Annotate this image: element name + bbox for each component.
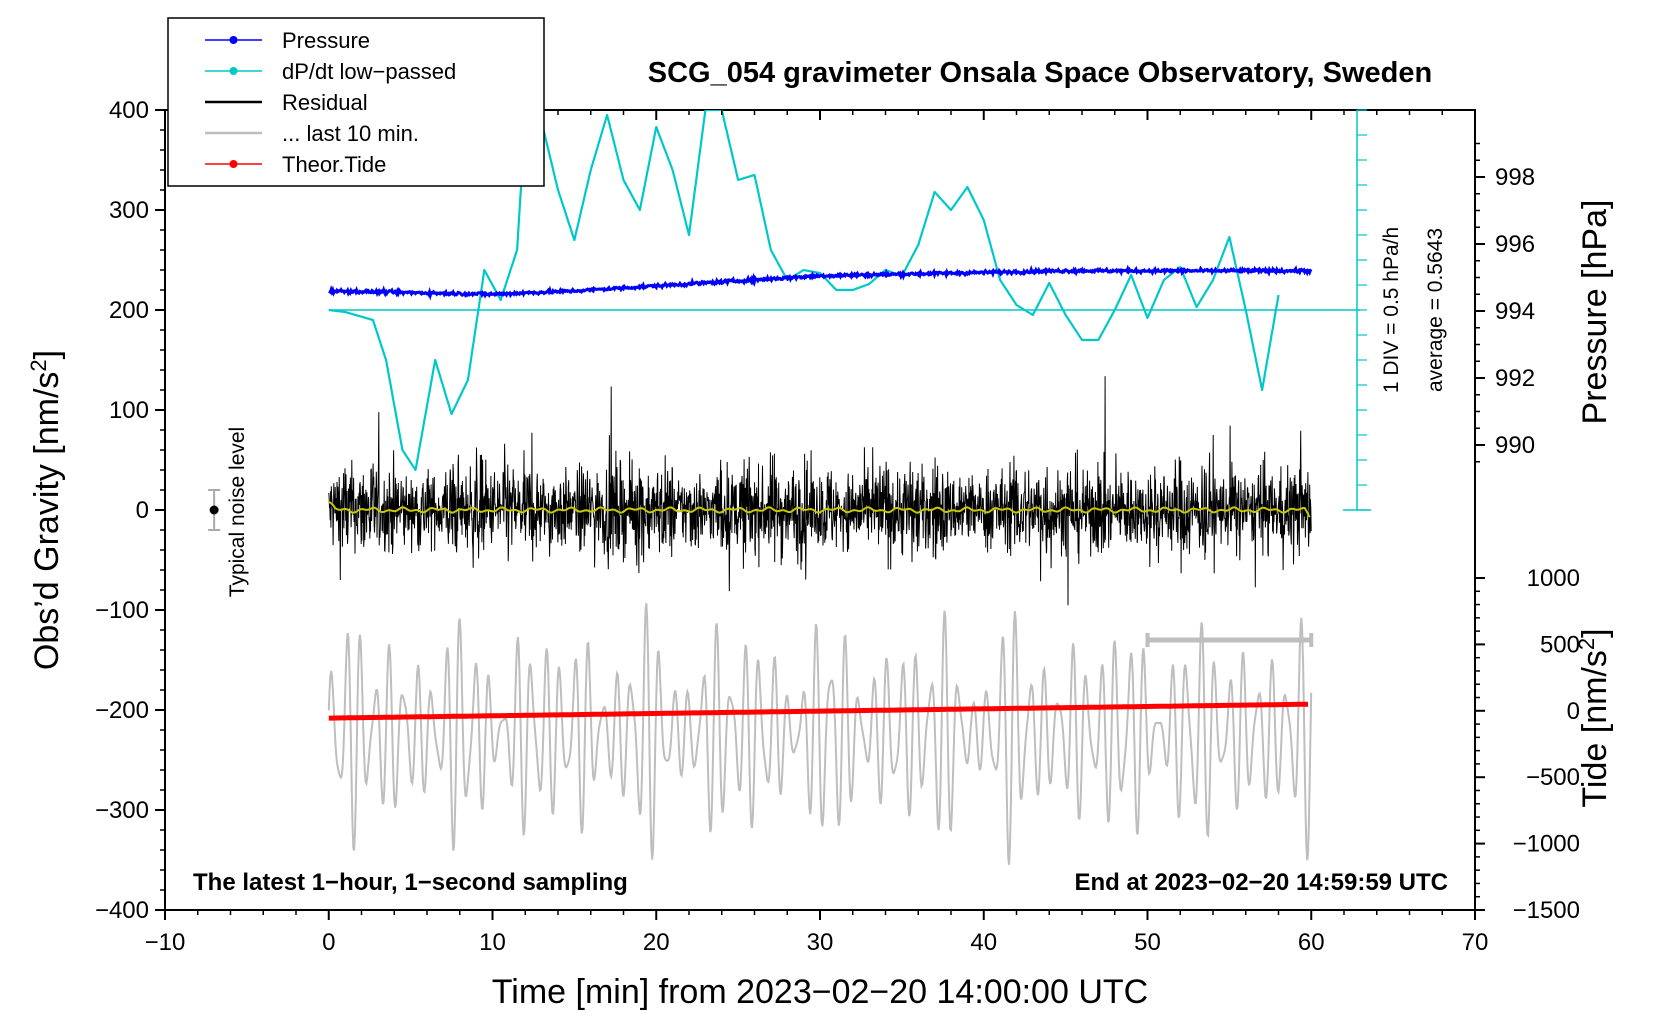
tide-layer (328, 701, 1309, 721)
y-axis-tide-title-sup: 2 (1574, 638, 1599, 650)
tide-tick-label-1: 500 (1540, 631, 1580, 658)
y-axis-pressure-title: Pressure [hPa] (1576, 200, 1614, 425)
y-tick-label-2: 200 (109, 297, 149, 324)
y-tick-label-4: 0 (136, 497, 149, 524)
legend-label-1: dP/dt low−passed (282, 59, 456, 84)
x-tick-label-4: 30 (807, 929, 834, 956)
x-tick-label-2: 10 (479, 929, 506, 956)
legend-label-0: Pressure (282, 28, 370, 53)
dpdt-trace (328, 110, 1280, 472)
residual-layer (328, 376, 1312, 606)
tide-tick-label-0: 1000 (1527, 565, 1580, 592)
pressure-tick-label-0: 998 (1495, 164, 1535, 191)
y-axis-gravity-title-main: Obs’d Gravity [nm/s (28, 372, 66, 671)
legend-marker-4 (229, 160, 238, 168)
y-axis-tide-title-main: Tide [nm/s (1576, 650, 1614, 807)
y-tick-label-3: 100 (109, 397, 149, 424)
grey-trace-layer (327, 603, 1313, 865)
tide-tick-label-2: 0 (1567, 698, 1580, 725)
tide-tick-label-5: −1500 (1513, 897, 1580, 924)
x-axis-title: Time [min] from 2023−02−20 14:00:00 UTC (492, 973, 1148, 1011)
x-tick-label-0: −10 (145, 929, 186, 956)
pressure-tick-label-3: 992 (1495, 365, 1535, 392)
noise-bar-point (209, 505, 219, 515)
note-end-time: End at 2023−02−20 14:59:59 UTC (1074, 869, 1448, 896)
y-tick-label-5: −100 (95, 597, 149, 624)
y-axis-tide-title-end: ] (1576, 628, 1614, 637)
y-tick-label-6: −200 (95, 697, 149, 724)
x-tick-label-6: 50 (1134, 929, 1161, 956)
x-tick-label-5: 40 (970, 929, 997, 956)
y-tick-label-0: 400 (109, 97, 149, 124)
grey-trace (327, 603, 1313, 865)
pressure-layer (328, 264, 1313, 301)
tide-tick-label-3: −500 (1526, 764, 1580, 791)
legend-marker-1 (229, 67, 238, 75)
dpdt-scale-bar (1343, 109, 1371, 511)
legend-label-4: Theor.Tide (282, 152, 386, 177)
dpdt-average-label: average = 0.5643 (1424, 228, 1447, 392)
x-tick-label-8: 70 (1462, 929, 1489, 956)
dpdt-scale-label: 1 DIV = 0.5 hPa/h (1380, 227, 1403, 393)
y-tick-label-1: 300 (109, 197, 149, 224)
legend-label-2: Residual (282, 90, 368, 115)
noise-level-bar (208, 489, 221, 531)
tide-tick-label-4: −1000 (1513, 831, 1580, 858)
x-tick-label-3: 20 (643, 929, 670, 956)
last-10-min-layer (1145, 633, 1314, 647)
tide-trace (328, 701, 1309, 721)
pressure-trace (328, 264, 1313, 301)
noise-level-label: Typical noise level (226, 427, 249, 597)
legend-label-3: ... last 10 min. (282, 121, 419, 146)
chart-title: SCG_054 gravimeter Onsala Space Observat… (648, 57, 1432, 89)
dpdt-layer (328, 110, 1360, 472)
pressure-tick-label-1: 996 (1495, 231, 1535, 258)
y-axis-pressure: 998 996 994 992 990 (1475, 142, 1535, 463)
legend-marker-0 (229, 36, 238, 44)
y-axis-gravity-title: Obs’d Gravity [nm/s2] (26, 350, 67, 670)
note-latest-hour: The latest 1−hour, 1−second sampling (193, 869, 628, 896)
pressure-tick-label-4: 990 (1495, 432, 1535, 459)
y-tick-label-8: −400 (95, 897, 149, 924)
y-axis-gravity-title-sup: 2 (26, 359, 51, 371)
x-tick-label-7: 60 (1298, 929, 1325, 956)
residual-smooth-layer (328, 501, 1311, 518)
residual-smoothed-trace (328, 501, 1311, 518)
y-axis-gravity-title-end: ] (28, 350, 66, 359)
x-tick-label-1: 0 (322, 929, 335, 956)
y-axis-tide-title: Tide [nm/s2] (1574, 628, 1615, 807)
x-axis: −10 0 10 20 30 40 50 60 70 (145, 110, 1489, 956)
pressure-tick-label-2: 994 (1495, 298, 1535, 325)
residual-trace (328, 376, 1312, 606)
y-tick-label-7: −300 (95, 797, 149, 824)
legend: Pressure dP/dt low−passed Residual ... last… (167, 17, 545, 187)
y-axis-tide: 1000 500 0 −500 −1000 −1500 (1475, 565, 1580, 924)
y-axis-gravity: 400 300 200 100 0 −100 −200 −300 −400 (95, 97, 165, 924)
